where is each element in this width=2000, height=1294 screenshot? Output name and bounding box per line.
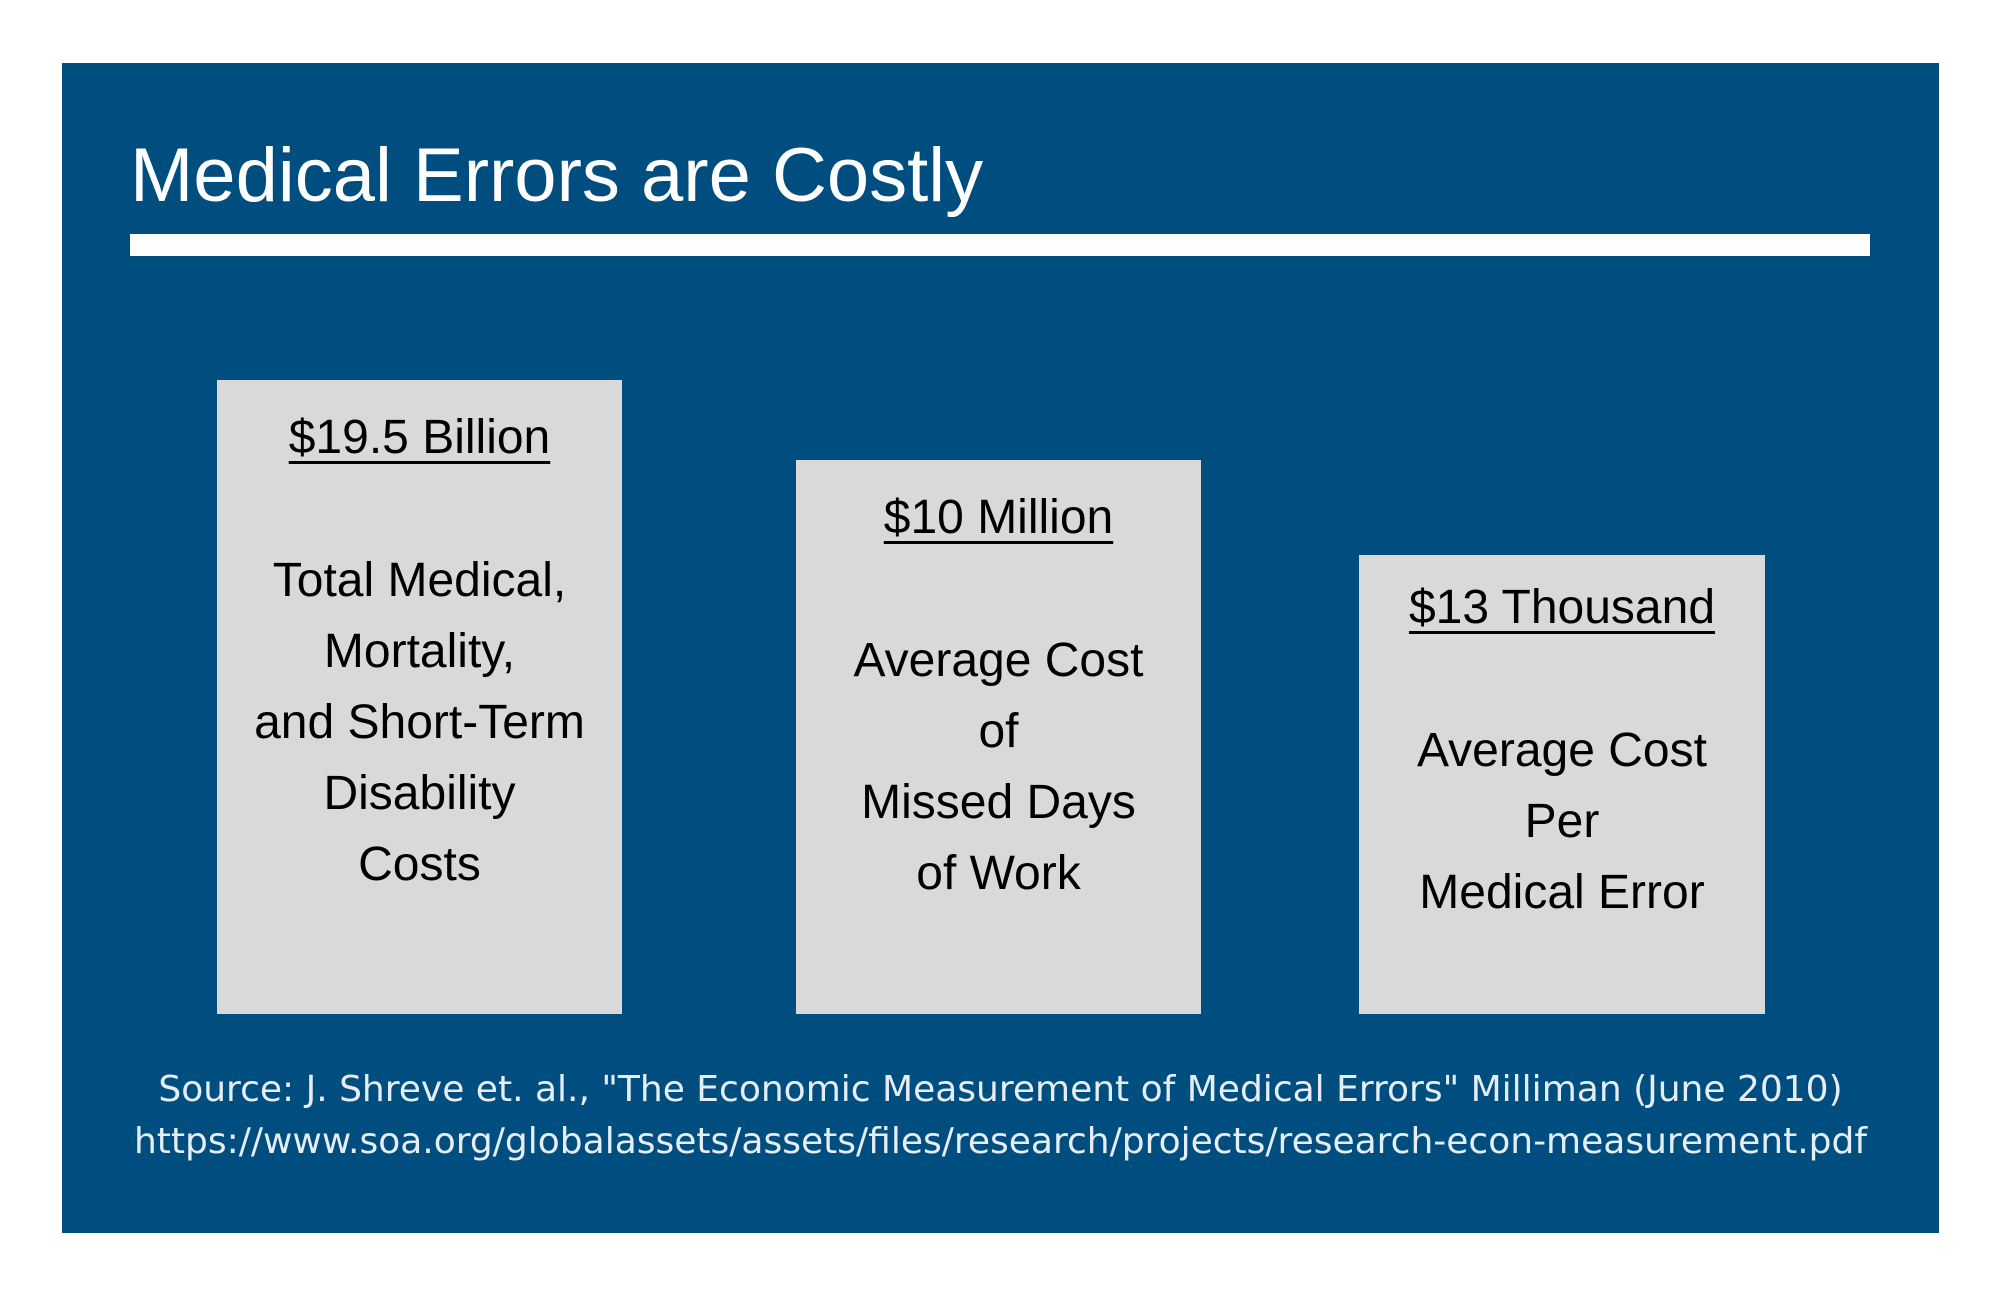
cost-description-line: of Work [916, 847, 1081, 900]
cost-description-line: and Short-Term [254, 696, 585, 749]
cost-card-missed-work: $10 Million Average Cost of Missed Days … [796, 460, 1201, 1014]
title-divider [130, 234, 1870, 256]
cost-description-line: of [978, 705, 1019, 758]
cost-description: Average Cost Per Medical Error [1359, 715, 1765, 928]
cost-description: Average Cost of Missed Days of Work [796, 625, 1201, 909]
cost-amount: $13 Thousand [1408, 581, 1716, 634]
cost-description-line: Total Medical, [272, 554, 567, 607]
page-title: Medical Errors are Costly [130, 133, 984, 218]
source-citation: Source: J. Shreve et. al., "The Economic… [158, 1069, 1843, 1110]
cost-amount: $10 Million [883, 491, 1114, 544]
cost-description-line: Per [1524, 795, 1600, 848]
cost-description-line: Average Cost [1417, 724, 1707, 777]
cost-card-total-costs: $19.5 Billion Total Medical, Mortality, … [217, 380, 622, 1014]
cost-description-line: Costs [358, 838, 481, 891]
source-url: https://www.soa.org/globalassets/assets/… [133, 1121, 1868, 1162]
cost-description-line: Average Cost [853, 634, 1144, 687]
cost-amount: $19.5 Billion [288, 411, 551, 464]
cost-description-line: Missed Days [861, 776, 1136, 829]
cost-description-line: Disability [323, 767, 516, 820]
cost-description-line: Mortality, [323, 625, 516, 678]
cost-description-line: Medical Error [1419, 866, 1705, 919]
cost-description: Total Medical, Mortality, and Short-Term… [217, 545, 622, 900]
cost-card-per-error: $13 Thousand Average Cost Per Medical Er… [1359, 555, 1765, 1014]
